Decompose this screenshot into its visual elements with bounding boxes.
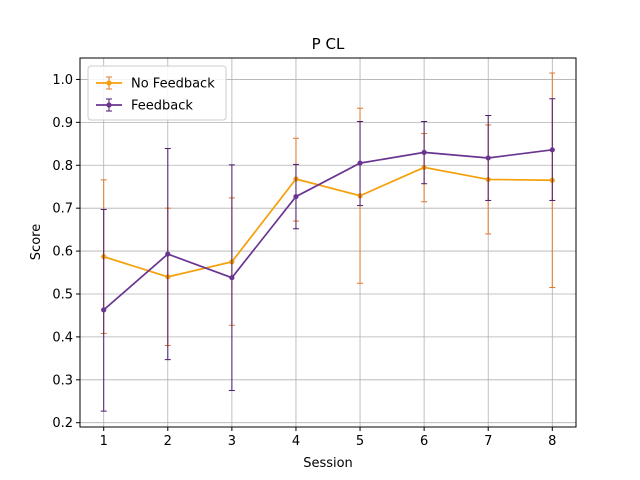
axes: 1 2 3 4 5 6 7 8 0.2 0.3 0.4 0.5 0.6 0.7 0.8 0.9 1.0 — [52, 57, 577, 449]
data-point — [485, 155, 491, 161]
series-1 — [100, 98, 556, 412]
x-tick-label: 4 — [292, 434, 300, 449]
legend: No Feedback Feedback — [87, 65, 227, 121]
legend-item-0: No Feedback — [96, 76, 215, 92]
data-point — [101, 307, 107, 313]
y-axis-label: Score — [29, 224, 44, 260]
data-point — [357, 160, 363, 166]
y-tick-label: 0.3 — [52, 373, 73, 388]
data-point — [293, 193, 299, 200]
legend-marker — [106, 102, 112, 108]
y-tick-label: 0.7 — [52, 202, 73, 217]
y-tick-label: 0.9 — [52, 116, 73, 131]
series-line — [103, 148, 553, 311]
legend-marker — [106, 80, 112, 86]
series-layer — [100, 72, 556, 412]
y-tick-label: 0.6 — [52, 245, 73, 260]
chart-title: P CL — [312, 35, 345, 53]
data-point — [229, 275, 235, 281]
y-tick-label: 0.4 — [52, 330, 73, 345]
y-tick-label: 0.2 — [52, 416, 73, 431]
data-point — [165, 251, 171, 257]
x-tick-label: 2 — [164, 434, 172, 449]
data-point — [549, 147, 555, 153]
y-tick-label: 0.5 — [52, 287, 73, 302]
x-tick-label: 7 — [484, 434, 492, 449]
x-tick-label: 6 — [420, 434, 428, 449]
grid — [80, 58, 576, 427]
y-tick-label: 0.8 — [52, 159, 73, 174]
legend-label: No Feedback — [131, 77, 215, 92]
x-axis-label: Session — [303, 456, 353, 471]
legend-box — [87, 65, 227, 121]
x-tick-label: 8 — [548, 434, 556, 449]
legend-label: Feedback — [131, 99, 193, 114]
series-line — [103, 166, 553, 278]
x-tick-label: 5 — [356, 434, 364, 449]
legend-item-1: Feedback — [96, 98, 193, 114]
plot-frame — [79, 57, 577, 428]
x-tick-label: 1 — [100, 434, 108, 449]
x-tick-label: 3 — [228, 434, 236, 449]
data-point — [421, 149, 427, 155]
y-tick-label: 1.0 — [52, 73, 73, 88]
